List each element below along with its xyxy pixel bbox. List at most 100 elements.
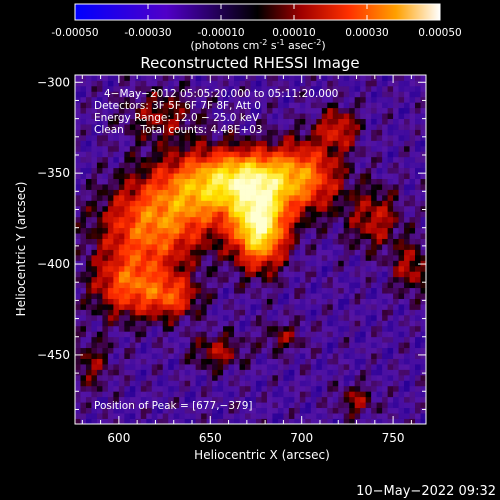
heatmap-cell (371, 75, 378, 81)
heatmap-cell (151, 178, 158, 185)
heatmap-cell (75, 276, 81, 283)
heatmap-cell (272, 364, 279, 370)
heatmap-cell (255, 227, 262, 234)
heatmap-cell (398, 391, 405, 398)
heatmap-cell (151, 413, 158, 419)
heatmap-cell (393, 156, 399, 163)
heatmap-cell (91, 413, 98, 419)
heatmap-cell (223, 151, 229, 158)
heatmap-cell (393, 309, 399, 316)
heatmap-cell (371, 396, 378, 403)
heatmap-cell (195, 265, 202, 272)
heatmap-cell (179, 265, 186, 272)
heatmap-cell (321, 325, 328, 332)
heatmap-cell (360, 396, 367, 403)
heatmap-cell (272, 80, 279, 87)
heatmap-cell (212, 358, 218, 365)
heatmap-cell (75, 211, 81, 218)
heatmap-cell (398, 178, 405, 185)
heatmap-cell (387, 385, 394, 392)
heatmap-cell (234, 374, 240, 381)
heatmap-cell (223, 244, 229, 250)
heatmap-cell (184, 118, 191, 125)
heatmap-cell (212, 385, 218, 392)
heatmap-cell (140, 216, 147, 223)
heatmap-cell (234, 407, 240, 414)
heatmap-cell (151, 102, 158, 109)
heatmap-cell (234, 353, 240, 359)
heatmap-cell (299, 418, 306, 425)
heatmap-cell (245, 320, 251, 327)
heatmap-cell (255, 260, 262, 267)
heatmap-cell (354, 369, 361, 376)
heatmap-cell (283, 200, 290, 207)
heatmap-cell (255, 342, 262, 349)
heatmap-cell (212, 178, 218, 185)
heatmap-cell (420, 396, 427, 403)
heatmap-cell (239, 200, 246, 207)
heatmap-cell (250, 358, 257, 365)
heatmap-cell (118, 216, 125, 223)
heatmap-cell (365, 140, 372, 147)
heatmap-cell (343, 396, 350, 403)
heatmap-cell (277, 151, 284, 158)
heatmap-cell (234, 260, 240, 267)
heatmap-cell (80, 80, 87, 87)
heatmap-cell (310, 293, 317, 299)
heatmap-cell (266, 385, 273, 392)
heatmap-cell (195, 244, 202, 250)
heatmap-cell (151, 254, 158, 261)
heatmap-cell (272, 205, 279, 212)
heatmap-cell (409, 222, 416, 229)
heatmap-cell (294, 249, 301, 256)
heatmap-cell (250, 194, 257, 201)
heatmap-cell (393, 227, 399, 234)
heatmap-cell (124, 173, 131, 180)
heatmap-cell (310, 276, 317, 283)
heatmap-cell (107, 391, 114, 398)
heatmap-cell (288, 260, 295, 267)
heatmap-cell (376, 347, 383, 354)
heatmap-cell (371, 80, 378, 87)
heatmap-cell (283, 314, 290, 321)
heatmap-cell (118, 200, 125, 207)
heatmap-cell (195, 413, 202, 419)
heatmap-cell (332, 293, 339, 299)
heatmap-cell (349, 167, 356, 174)
heatmap-cell (80, 260, 87, 267)
heatmap-cell (245, 162, 251, 169)
heatmap-cell (305, 336, 312, 343)
heatmap-cell (223, 402, 229, 409)
heatmap-cell (212, 402, 218, 409)
annotations: 4−May−2012 05:05:20.000 to 05:11:20.000 … (94, 88, 338, 412)
heatmap-cell (80, 102, 87, 109)
heatmap-cell (85, 276, 92, 283)
heatmap-cell (184, 124, 191, 130)
heatmap-cell (266, 80, 273, 87)
heatmap-cell (91, 342, 98, 349)
heatmap-cell (277, 374, 284, 381)
heatmap-cell (217, 238, 224, 245)
heatmap-cell (371, 85, 378, 92)
heatmap-cell (228, 320, 235, 327)
heatmap-cell (393, 298, 399, 305)
heatmap-cell (85, 271, 92, 278)
heatmap-cell (168, 271, 175, 278)
heatmap-cell (217, 80, 224, 87)
heatmap-cell (371, 364, 378, 370)
heatmap-cell (382, 298, 389, 305)
heatmap-cell (305, 184, 312, 190)
heatmap-cell (250, 396, 257, 403)
heatmap-cell (190, 320, 197, 327)
heatmap-cell (151, 107, 158, 114)
heatmap-cell (223, 124, 229, 130)
heatmap-cell (91, 249, 98, 256)
heatmap-cell (371, 293, 378, 299)
heatmap-cell (206, 396, 213, 403)
heatmap-cell (420, 118, 427, 125)
heatmap-cell (234, 385, 240, 392)
heatmap-cell (168, 260, 175, 267)
heatmap-cell (168, 200, 175, 207)
heatmap-cell (135, 162, 142, 169)
heatmap-cell (184, 75, 191, 81)
